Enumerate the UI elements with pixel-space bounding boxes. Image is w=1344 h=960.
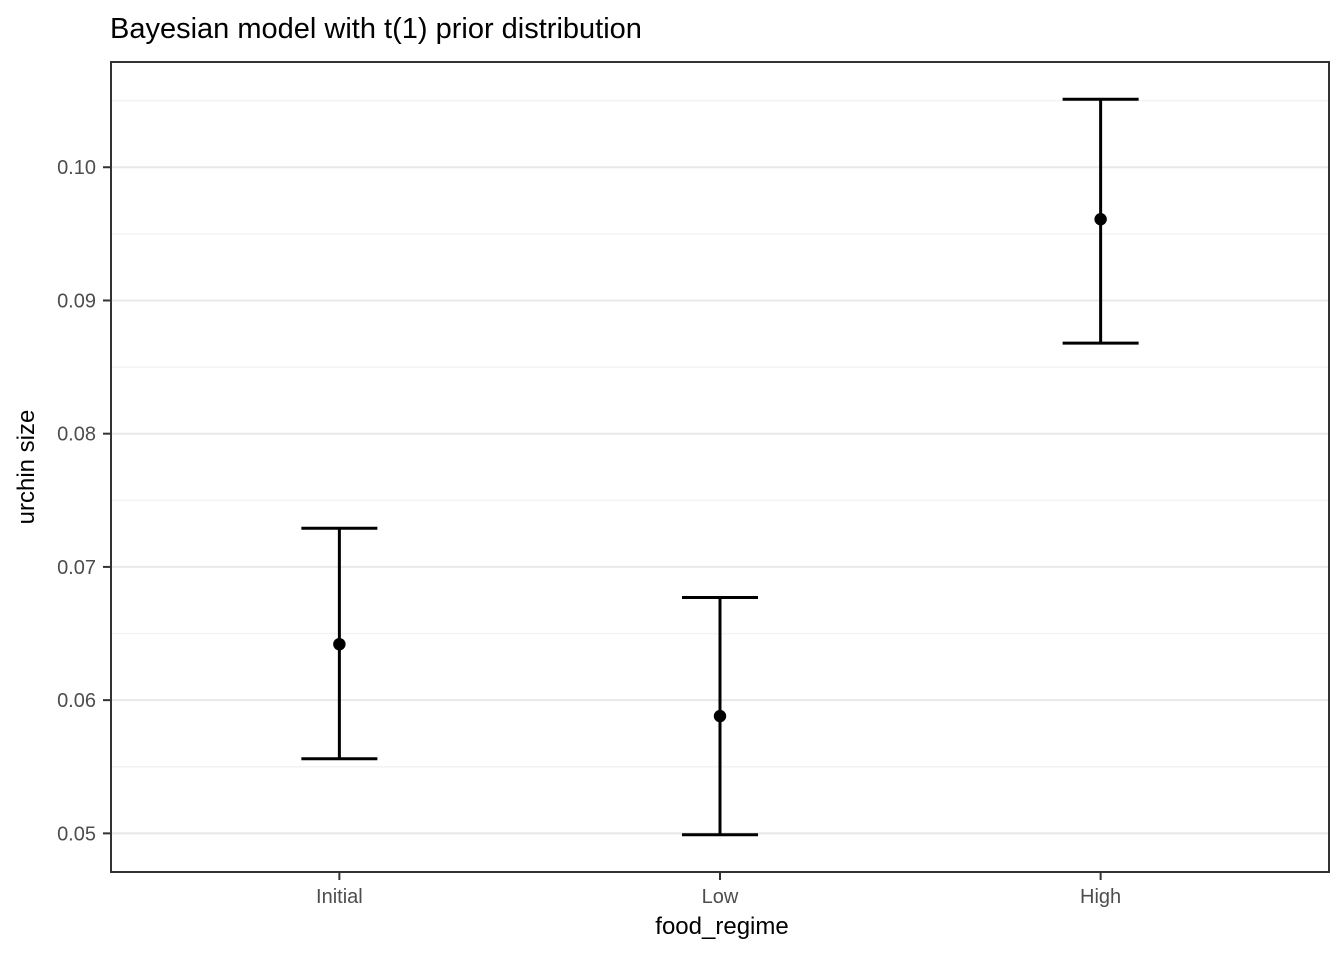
x-tick-label: Initial: [316, 886, 363, 908]
y-axis-title: urchin size: [13, 409, 40, 525]
x-tick-label: Low: [702, 886, 739, 908]
y-tick-label: 0.05: [57, 823, 96, 845]
y-tick-label: 0.08: [57, 424, 96, 446]
mean-point: [713, 709, 727, 723]
y-tick-label: 0.07: [57, 557, 96, 579]
mean-point: [1094, 213, 1107, 226]
mean-point: [333, 637, 346, 651]
x-axis-title: food_regime: [655, 913, 789, 940]
y-tick-label: 0.10: [57, 157, 96, 179]
y-tick-label: 0.09: [57, 290, 96, 312]
y-tick-label: 0.06: [57, 690, 96, 712]
x-tick-label: High: [1080, 886, 1121, 908]
plot-title: Bayesian model with t(1) prior distribut…: [110, 13, 642, 45]
